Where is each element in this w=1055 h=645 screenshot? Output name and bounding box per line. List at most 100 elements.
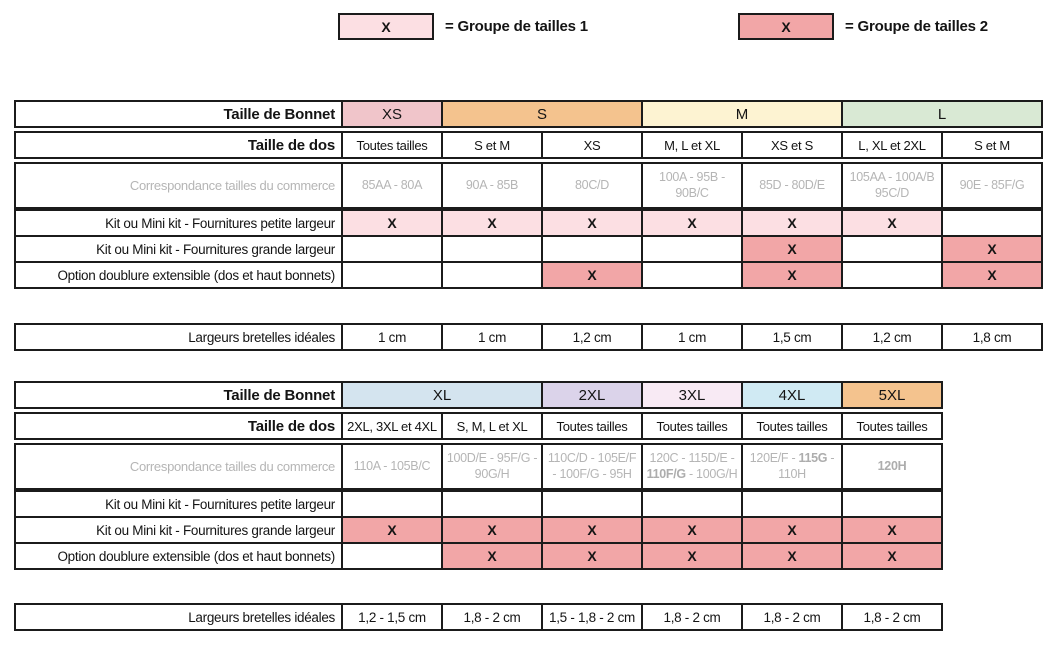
empty-cell: [341, 544, 441, 568]
table2-grande-row: Kit ou Mini kit - Fournitures grande lar…: [14, 516, 943, 544]
table2-bretelles-row: Largeurs bretelles idéales 1,2 - 1,5 cm 1,…: [14, 603, 943, 631]
dos-size-cell: S et M: [941, 133, 1041, 157]
strap-width-cell: 1 cm: [441, 325, 541, 349]
strap-width-table-1: Largeurs bretelles idéales 1 cm 1 cm 1,2 cm…: [14, 323, 1043, 351]
strap-width-cell: 1,2 cm: [541, 325, 641, 349]
strap-width-cell: 1,8 - 2 cm: [441, 605, 541, 629]
legend-mark-group1: X: [381, 18, 391, 35]
strap-width-cell: 1,8 - 2 cm: [641, 605, 741, 629]
bonnet-size-header: 3XL: [641, 383, 741, 407]
strap-width-cell: 1 cm: [341, 325, 441, 349]
group1-mark-cell: X: [641, 211, 741, 235]
empty-cell: [741, 492, 841, 516]
commerce-size-cell: 100A - 95B - 90B/C: [641, 164, 741, 207]
empty-cell: [541, 492, 641, 516]
dos-size-cell: Toutes tailles: [741, 414, 841, 438]
commerce-size-cell: 90A - 85B: [441, 164, 541, 207]
bonnet-size-header: 2XL: [541, 383, 641, 407]
row-label-bonnet: Taille de Bonnet: [223, 105, 335, 123]
group1-mark-cell: X: [341, 211, 441, 235]
group1-mark-cell: X: [741, 211, 841, 235]
commerce-size-cell: 85AA - 80A: [341, 164, 441, 207]
group2-mark-cell: X: [641, 518, 741, 542]
bonnet-size-header: 5XL: [841, 383, 941, 407]
commerce-size-cell: 120H: [841, 445, 941, 488]
legend-mark-group2: X: [781, 18, 791, 35]
group2-mark-cell: X: [641, 544, 741, 568]
row-label-doublure: Option doublure extensible (dos et haut …: [57, 267, 335, 283]
group1-mark-cell: X: [541, 211, 641, 235]
bonnet-size-header: S: [441, 102, 641, 126]
empty-cell: [841, 492, 941, 516]
bonnet-size-header: 4XL: [741, 383, 841, 407]
strap-width-table-2: Largeurs bretelles idéales 1,2 - 1,5 cm 1,…: [14, 603, 943, 631]
row-label-dos: Taille de dos: [247, 136, 335, 154]
bonnet-size-header: XL: [341, 383, 541, 407]
strap-width-cell: 1,2 cm: [841, 325, 941, 349]
row-label-bonnet: Taille de Bonnet: [223, 386, 335, 404]
strap-width-cell: 1,8 cm: [941, 325, 1041, 349]
group1-mark-cell: X: [841, 211, 941, 235]
group2-mark-cell: X: [741, 237, 841, 261]
empty-cell: [841, 237, 941, 261]
table2-bonnet-row: Taille de Bonnet XL 2XL 3XL 4XL 5XL: [14, 381, 943, 409]
commerce-size-cell: 90E - 85F/G: [941, 164, 1041, 207]
table2-dos-row: Taille de dos 2XL, 3XL et 4XL S, M, L et X…: [14, 412, 943, 440]
empty-cell: [341, 237, 441, 261]
group2-mark-cell: X: [541, 544, 641, 568]
row-label-dos: Taille de dos: [247, 417, 335, 435]
size-table-2: Taille de Bonnet XL 2XL 3XL 4XL 5XL Taille de …: [14, 381, 943, 570]
table1-bonnet-row: Taille de Bonnet XS S M L: [14, 100, 1043, 128]
dos-size-cell: 2XL, 3XL et 4XL: [341, 414, 441, 438]
dos-size-cell: S, M, L et XL: [441, 414, 541, 438]
group2-mark-cell: X: [441, 544, 541, 568]
dos-size-cell: XS: [541, 133, 641, 157]
commerce-size-cell: 110C/D - 105E/F - 100F/G - 95H: [541, 445, 641, 488]
strap-width-cell: 1,2 - 1,5 cm: [341, 605, 441, 629]
bonnet-size-header: XS: [341, 102, 441, 126]
table2-commerce-row: Correspondance tailles du commerce 110A -…: [14, 443, 943, 490]
group2-mark-cell: X: [541, 263, 641, 287]
commerce-size-cell: 120C - 115D/E - 110F/G - 100G/H: [641, 445, 741, 488]
row-label-bretelles: Largeurs bretelles idéales: [188, 329, 335, 345]
strap-width-cell: 1 cm: [641, 325, 741, 349]
commerce-size-cell: 85D - 80D/E: [741, 164, 841, 207]
empty-cell: [641, 263, 741, 287]
row-label-petite: Kit ou Mini kit - Fournitures petite lar…: [105, 215, 335, 231]
table1-petite-row: Kit ou Mini kit - Fournitures petite lar…: [14, 209, 1043, 237]
commerce-size-cell: 100D/E - 95F/G - 90G/H: [441, 445, 541, 488]
group2-mark-cell: X: [941, 263, 1041, 287]
table1-commerce-row: Correspondance tailles du commerce 85AA -…: [14, 162, 1043, 209]
row-label-grande: Kit ou Mini kit - Fournitures grande lar…: [96, 241, 335, 257]
strap-width-cell: 1,5 - 1,8 - 2 cm: [541, 605, 641, 629]
empty-cell: [341, 492, 441, 516]
empty-cell: [841, 263, 941, 287]
row-label-bretelles: Largeurs bretelles idéales: [188, 609, 335, 625]
group2-mark-cell: X: [941, 237, 1041, 261]
dos-size-cell: S et M: [441, 133, 541, 157]
group2-mark-cell: X: [841, 544, 941, 568]
legend-group-1: X = Groupe de tailles 1: [338, 13, 588, 40]
strap-width-cell: 1,8 - 2 cm: [741, 605, 841, 629]
bonnet-size-header: L: [841, 102, 1041, 126]
empty-cell: [941, 211, 1041, 235]
dos-size-cell: XS et S: [741, 133, 841, 157]
table2-petite-row: Kit ou Mini kit - Fournitures petite lar…: [14, 490, 943, 518]
group2-mark-cell: X: [441, 518, 541, 542]
group2-mark-cell: X: [741, 544, 841, 568]
commerce-size-cell: 110A - 105B/C: [341, 445, 441, 488]
dos-size-cell: Toutes tailles: [841, 414, 941, 438]
commerce-size-cell: 105AA - 100A/B 95C/D: [841, 164, 941, 207]
row-label-petite: Kit ou Mini kit - Fournitures petite lar…: [105, 496, 335, 512]
group2-mark-cell: X: [741, 263, 841, 287]
row-label-commerce: Correspondance tailles du commerce: [129, 459, 335, 474]
legend-label-group1: = Groupe de tailles 1: [445, 18, 588, 35]
row-label-grande: Kit ou Mini kit - Fournitures grande lar…: [96, 522, 335, 538]
empty-cell: [341, 263, 441, 287]
strap-width-cell: 1,8 - 2 cm: [841, 605, 941, 629]
empty-cell: [641, 237, 741, 261]
legend-group-2: X = Groupe de tailles 2: [738, 13, 988, 40]
group2-mark-cell: X: [541, 518, 641, 542]
empty-cell: [441, 263, 541, 287]
